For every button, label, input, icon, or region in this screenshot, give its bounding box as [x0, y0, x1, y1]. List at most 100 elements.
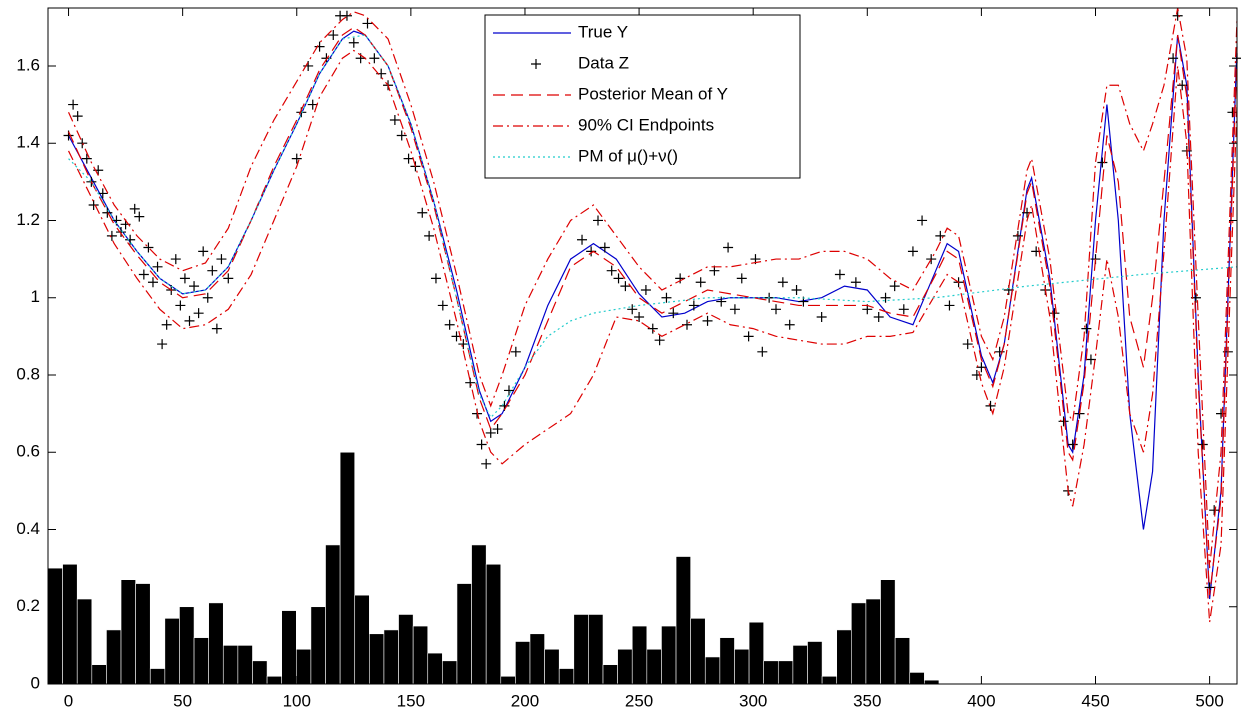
data-point	[369, 53, 380, 64]
legend-box	[484, 14, 801, 179]
histogram-bar	[690, 618, 706, 685]
data-point	[729, 304, 740, 315]
data-point	[816, 312, 827, 323]
data-point	[1049, 308, 1060, 319]
data-point	[362, 18, 373, 29]
histogram-bar	[748, 621, 764, 685]
series-line	[67, 7, 1238, 569]
histogram-bar	[76, 598, 93, 685]
data-point	[147, 277, 158, 288]
data-point	[627, 304, 638, 315]
data-point	[396, 130, 407, 141]
data-point	[510, 346, 521, 357]
data-point	[125, 234, 136, 245]
data-point	[492, 424, 503, 435]
data-point	[880, 292, 891, 303]
y-tick-label: 0.8	[16, 364, 40, 383]
data-point	[211, 323, 222, 334]
data-point	[303, 60, 314, 71]
data-point	[834, 269, 845, 280]
data-point	[138, 269, 149, 280]
data-point	[1227, 107, 1238, 118]
data-point	[907, 246, 918, 257]
histogram-bar	[661, 625, 677, 685]
data-point	[143, 242, 154, 253]
data-point	[926, 254, 937, 265]
series-line	[68, 49, 1238, 623]
data-point	[606, 265, 617, 276]
data-point	[634, 312, 645, 323]
histogram-bar	[383, 629, 399, 685]
x-tick-label: 350	[853, 691, 881, 710]
data-point	[72, 111, 83, 122]
histogram-bar	[500, 675, 516, 685]
histogram-bar	[237, 645, 253, 685]
data-point	[791, 284, 802, 295]
histogram-bar	[529, 633, 545, 685]
histogram-bar	[485, 563, 502, 685]
data-point	[1067, 439, 1078, 450]
x-tick-label: 0	[64, 691, 73, 710]
legend-label: 90% CI Endpoints	[578, 115, 714, 134]
data-point	[184, 315, 195, 326]
y-tick-label: 1.2	[16, 210, 40, 229]
data-point	[97, 188, 108, 199]
data-point	[193, 308, 204, 319]
x-tick-label: 100	[283, 691, 311, 710]
histogram-bar	[646, 648, 662, 685]
data-point	[743, 331, 754, 342]
data-point	[592, 215, 603, 226]
legend-label: PM of μ()+ν()	[578, 146, 678, 165]
data-point	[198, 246, 209, 257]
histogram-bar	[442, 660, 458, 685]
data-point	[917, 215, 928, 226]
series-line	[67, 26, 1238, 596]
legend-label: Data Z	[578, 53, 629, 72]
histogram-bar	[865, 598, 881, 685]
histogram-bar	[471, 544, 487, 685]
data-point	[314, 41, 325, 52]
y-tick-label: 0	[31, 673, 40, 692]
histogram-bar	[106, 629, 122, 685]
data-point	[985, 400, 996, 411]
histogram-bar	[821, 675, 838, 685]
data-point	[223, 273, 234, 284]
histogram-bar	[734, 648, 750, 685]
histogram-bar	[456, 583, 472, 685]
data-point	[170, 254, 181, 265]
data-point	[485, 427, 496, 438]
histogram-bar	[208, 602, 224, 685]
data-point	[599, 242, 610, 253]
data-point	[944, 300, 955, 311]
histogram-bar	[427, 652, 443, 685]
y-tick-label: 1.6	[16, 55, 40, 74]
histogram-bar	[310, 606, 326, 685]
data-point	[702, 315, 713, 326]
data-point	[723, 242, 734, 253]
data-point	[207, 265, 218, 276]
data-point	[1022, 207, 1033, 218]
data-point	[613, 273, 624, 284]
plot-frame	[47, 7, 1238, 685]
data-point	[771, 304, 782, 315]
data-point	[476, 439, 487, 450]
data-point	[976, 362, 987, 373]
data-point	[417, 207, 428, 218]
y-tick-label: 0.4	[16, 519, 40, 538]
data-point	[1209, 505, 1220, 516]
histogram-bar	[222, 645, 239, 685]
histogram-bar	[47, 567, 63, 685]
data-point	[88, 200, 99, 211]
data-point	[77, 138, 88, 149]
data-point	[1085, 354, 1096, 365]
data-point	[189, 281, 200, 292]
data-point	[654, 335, 665, 346]
x-tick-label: 250	[625, 691, 653, 710]
data-point	[102, 207, 113, 218]
histogram-bar	[266, 675, 282, 685]
data-point	[106, 230, 117, 241]
x-tick-label: 500	[1195, 691, 1223, 710]
histogram-bar	[675, 556, 691, 685]
data-point	[889, 281, 900, 292]
histogram-bar	[719, 637, 735, 685]
